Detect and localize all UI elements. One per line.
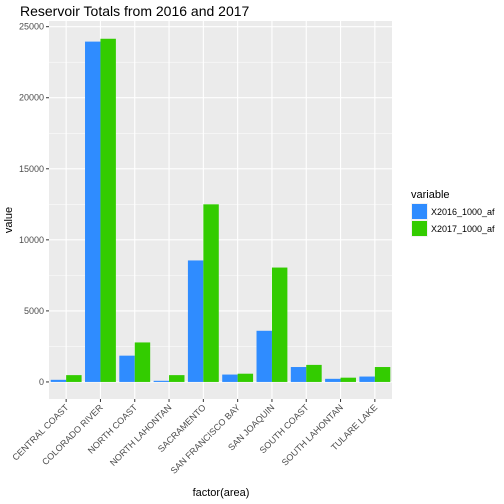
bar-X2016_1000_af-south-coast <box>290 367 307 382</box>
y-tick-label: 5000 <box>24 306 44 316</box>
y-tick-label: 25000 <box>19 22 44 32</box>
y-tick-label: 20000 <box>19 93 44 103</box>
bar-X2017_1000_af-sacramento <box>203 204 219 382</box>
y-tick-label: 15000 <box>19 164 44 174</box>
bar-X2017_1000_af-north-coast <box>134 342 151 382</box>
legend-swatch-X2016_1000_af <box>412 204 427 219</box>
chart-title: Reservoir Totals from 2016 and 2017 <box>20 3 250 19</box>
bar-X2017_1000_af-south-coast <box>306 364 322 382</box>
bar-X2016_1000_af-sacramento <box>187 260 204 382</box>
bar-X2017_1000_af-san-francisco-bay <box>237 373 254 382</box>
legend-label-X2016_1000_af: X2016_1000_af <box>431 207 495 217</box>
legend-title: variable <box>411 189 450 201</box>
legend: variable X2016_1000_af X2017_1000_af <box>411 189 495 237</box>
x-tick-label: CENTRAL COAST <box>10 402 71 463</box>
bar-X2017_1000_af-central-coast <box>66 375 82 382</box>
bar-X2016_1000_af-north-lahontan <box>153 380 170 382</box>
bar-X2016_1000_af-san-joaquin <box>256 330 272 382</box>
x-axis-label: factor(area) <box>193 487 250 499</box>
bar-X2016_1000_af-south-lahontan <box>325 378 341 382</box>
y-axis: 0 5000 10000 15000 20000 25000 <box>19 22 49 387</box>
legend-label-X2017_1000_af: X2017_1000_af <box>431 224 495 234</box>
x-tick-label: NORTH LAHONTAN <box>108 402 174 468</box>
bars <box>50 38 391 382</box>
x-tick-label: COLORADO RIVER <box>40 402 105 467</box>
bar-X2016_1000_af-north-coast <box>119 355 135 382</box>
bar-X2016_1000_af-san-francisco-bay <box>222 374 238 382</box>
x-tick-label: SOUTH LAHONTAN <box>280 402 345 467</box>
x-tick-label: SAN FRANCISCO BAY <box>169 402 242 475</box>
y-tick-label: 0 <box>39 377 44 387</box>
y-tick-label: 10000 <box>19 235 44 245</box>
bar-X2017_1000_af-tulare-lake <box>374 367 391 382</box>
bar-X2017_1000_af-san-joaquin <box>271 267 288 382</box>
legend-swatch-X2017_1000_af <box>412 221 427 236</box>
bar-X2017_1000_af-colorado-river <box>100 38 116 382</box>
bar-X2017_1000_af-north-lahontan <box>169 375 185 382</box>
bar-X2016_1000_af-tulare-lake <box>359 376 375 382</box>
bar-X2016_1000_af-central-coast <box>50 379 67 382</box>
bar-X2016_1000_af-colorado-river <box>85 41 101 382</box>
y-axis-label: value <box>3 207 15 233</box>
bar-X2017_1000_af-south-lahontan <box>340 377 356 382</box>
